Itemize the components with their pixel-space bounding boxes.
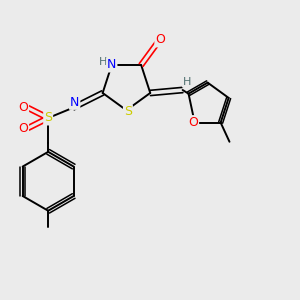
Text: N: N — [70, 96, 80, 109]
Text: S: S — [44, 112, 52, 124]
Text: O: O — [188, 116, 198, 129]
Text: O: O — [155, 33, 165, 46]
Text: S: S — [124, 105, 132, 118]
Text: H: H — [183, 77, 191, 87]
Text: N: N — [107, 58, 116, 71]
Text: O: O — [18, 122, 28, 135]
Text: O: O — [18, 101, 28, 114]
Text: H: H — [99, 57, 107, 67]
